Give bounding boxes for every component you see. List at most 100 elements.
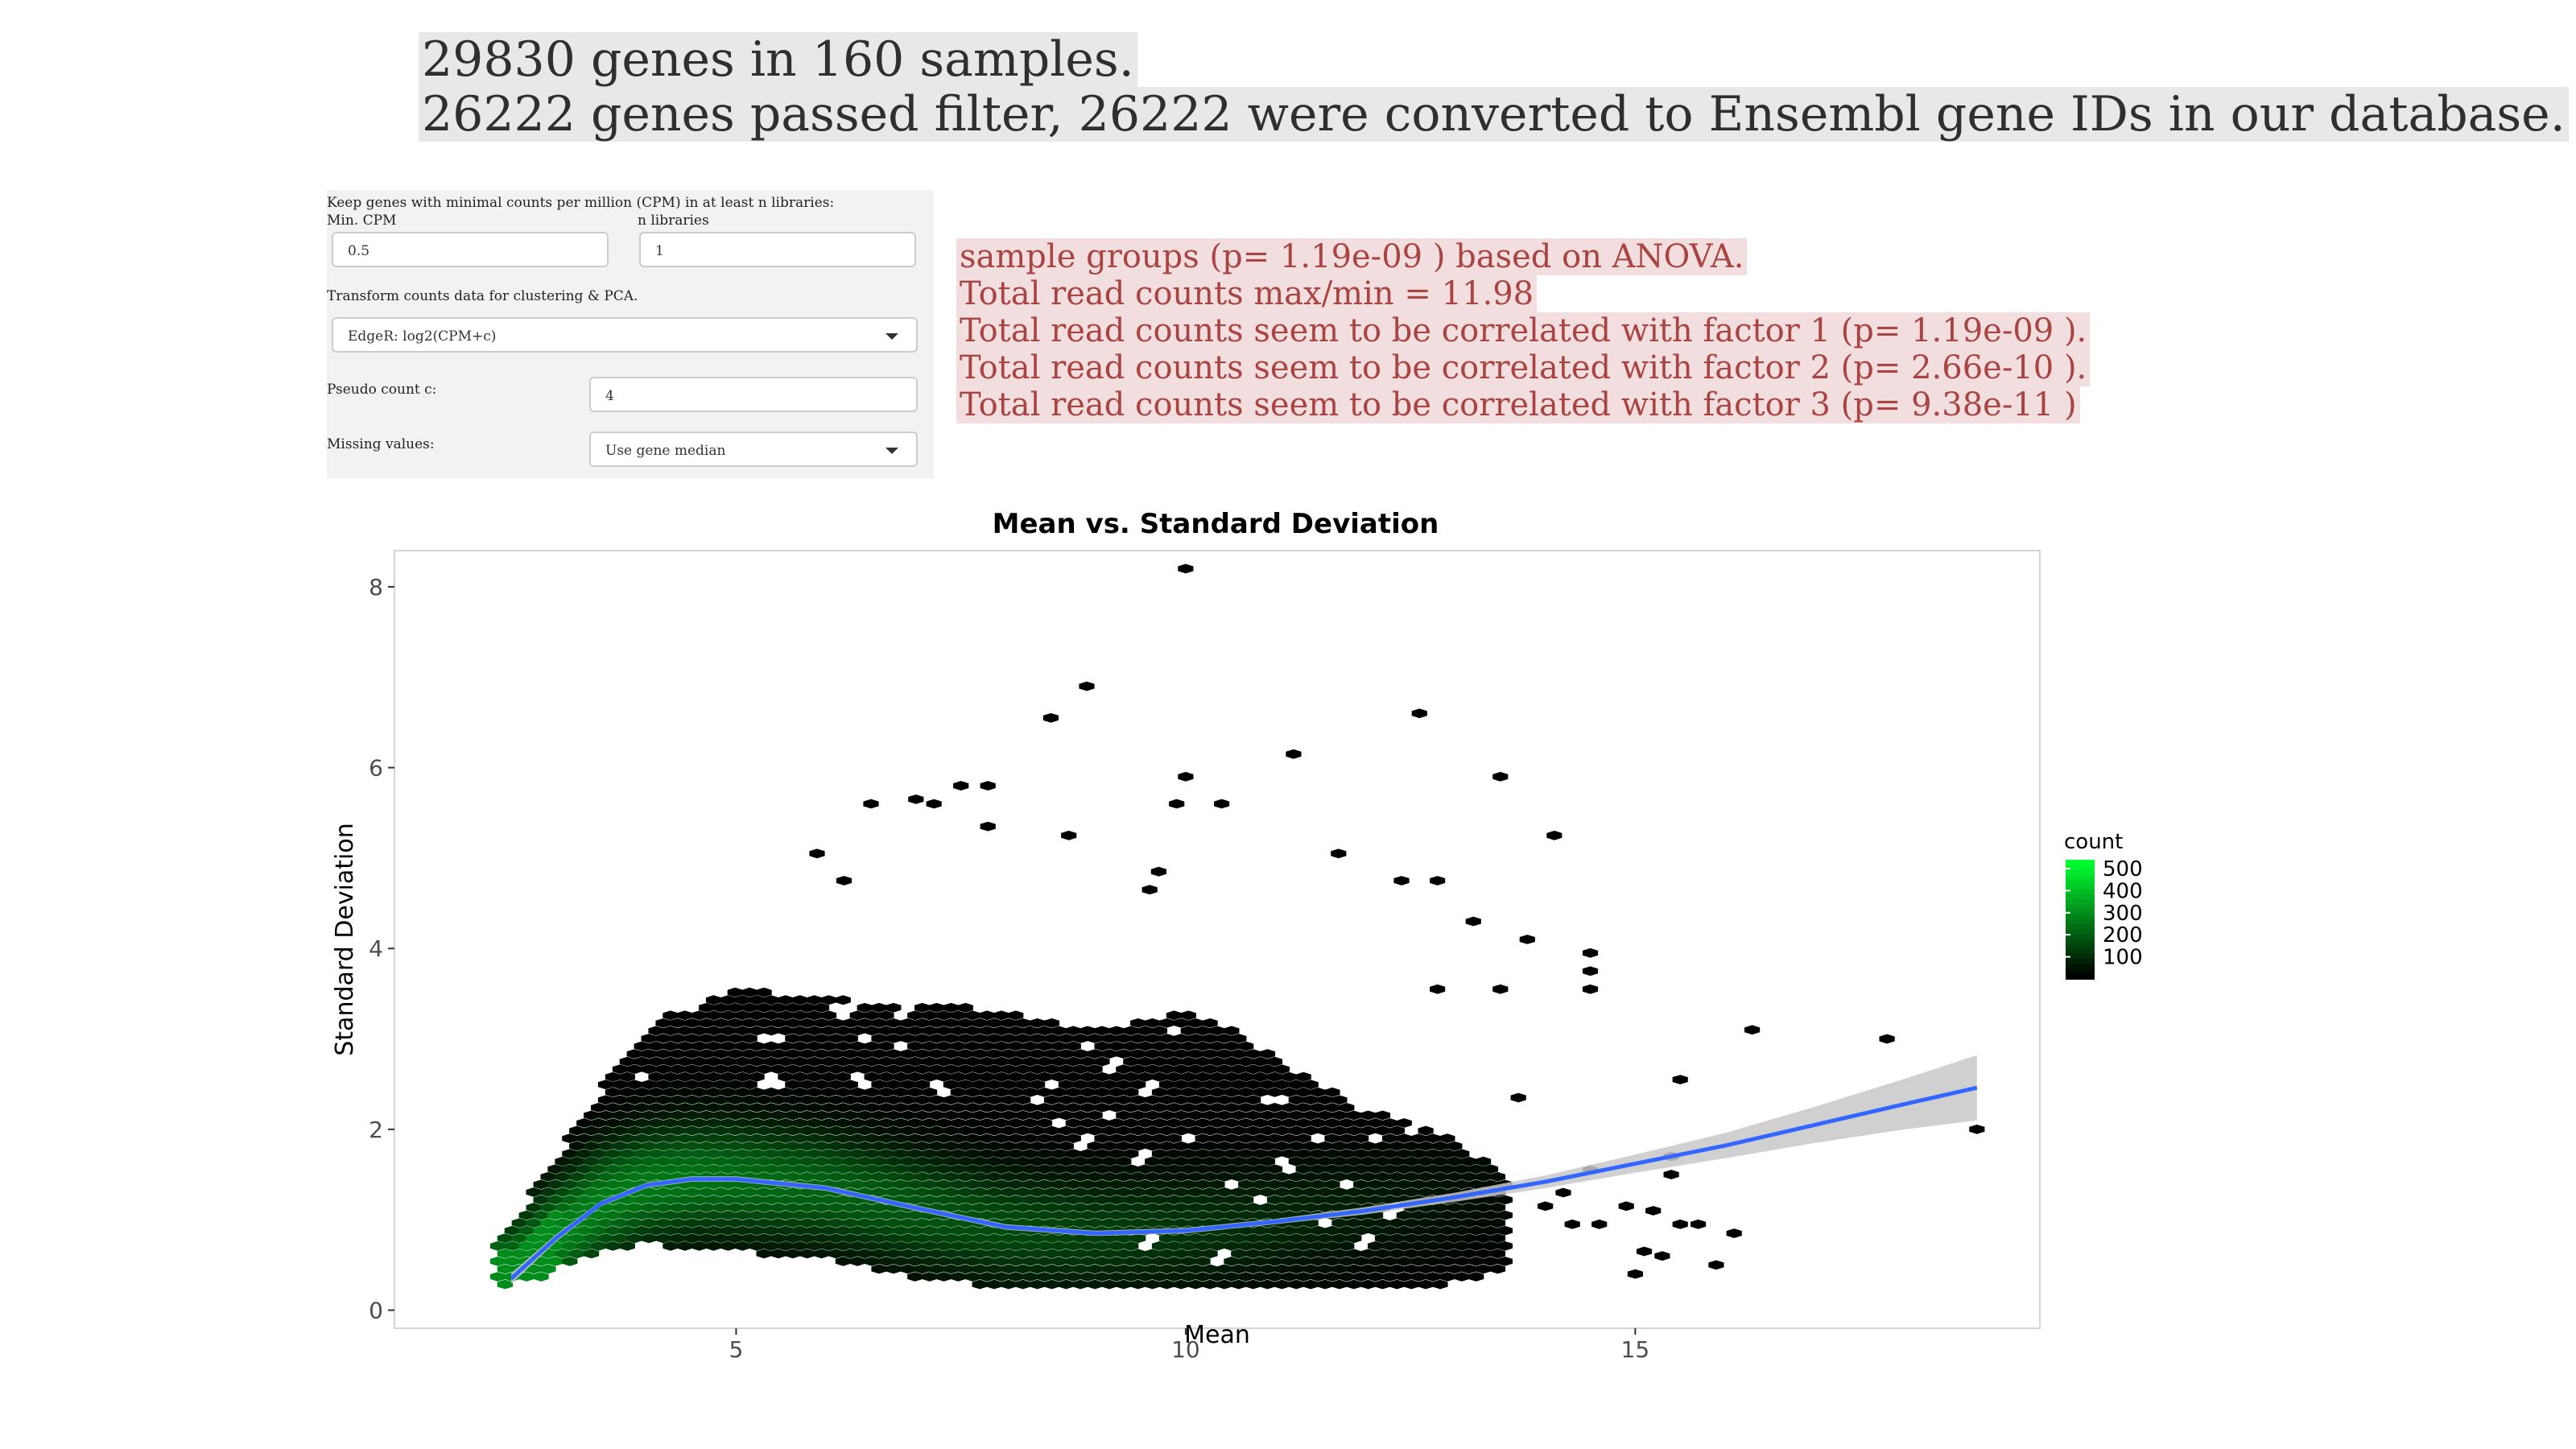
hexbin-cell	[663, 1056, 679, 1067]
hexbin-cell	[1260, 1264, 1276, 1274]
hexbin-cell	[792, 1149, 808, 1159]
hexbin-cell	[1101, 1203, 1117, 1212]
hexbin-cell	[935, 1257, 952, 1266]
hexbin-cell	[641, 1080, 657, 1090]
hexbin-cell	[1123, 1164, 1139, 1174]
hexbin-cell	[886, 1249, 902, 1259]
hexbin-cell	[634, 1118, 650, 1128]
hexbin-cell	[1389, 1264, 1405, 1274]
hexbin-cell	[1158, 1125, 1174, 1136]
hexbin-cell	[1087, 1141, 1103, 1151]
filter-description: Keep genes with minimal counts per milli…	[327, 195, 835, 211]
hexbin-cell	[1008, 1210, 1024, 1220]
hexbin-cell	[1224, 1257, 1240, 1266]
hexbin-cell	[1043, 1095, 1060, 1105]
hexbin-cell	[1418, 1187, 1434, 1197]
hexbin-cell	[1051, 1103, 1067, 1113]
n-libraries-input[interactable]: 1	[639, 232, 916, 267]
transform-select[interactable]: EdgeR: log2(CPM+c)	[332, 317, 918, 353]
hexbin-cell	[1410, 1149, 1426, 1159]
hexbin-cell	[814, 1049, 830, 1059]
hexbin-cell	[878, 1056, 894, 1067]
hexbin-cell	[1065, 1210, 1081, 1220]
hexbin-cell	[1432, 1141, 1448, 1151]
hexbin-cell	[727, 1049, 743, 1059]
hexbin-cell	[957, 1171, 973, 1182]
hexbin-cell	[1253, 1179, 1269, 1190]
hexbin-cell	[922, 1087, 938, 1097]
hexbin-cell	[950, 1010, 966, 1021]
hexbin-cell	[1209, 1041, 1225, 1051]
hexbin-cell	[1374, 1110, 1391, 1121]
hexbin-cell	[907, 1195, 923, 1205]
hexbin-cell	[1015, 1049, 1031, 1059]
hexbin-cell	[814, 1110, 830, 1121]
hexbin-cell	[1058, 1064, 1074, 1075]
hexbin-cell	[842, 1049, 858, 1059]
hexbin-cell	[756, 987, 772, 997]
hexbin-cell	[1158, 1080, 1174, 1090]
hexbin-cell	[1051, 1149, 1067, 1159]
hexbin-cell	[1202, 1034, 1218, 1043]
hexbin-cell	[864, 1133, 880, 1143]
hexbin-cell	[699, 1064, 715, 1075]
hexbin-cell	[792, 1225, 808, 1236]
hexbin-cell	[1072, 1264, 1088, 1274]
hexbin-cell	[1281, 1071, 1297, 1082]
hexbin-cell	[914, 1249, 931, 1259]
hexbin-cell	[935, 1118, 952, 1128]
hexbin-cell	[922, 1164, 938, 1174]
hexbin-cell	[842, 1018, 858, 1028]
pseudo-count-input[interactable]: 4	[589, 377, 918, 412]
hexbin-cell	[1145, 1249, 1161, 1259]
hexbin-cell	[1324, 1164, 1340, 1174]
hexbin-cell	[1187, 1064, 1203, 1075]
hexbin-cell	[1418, 1125, 1434, 1136]
hexbin-cell	[1368, 1225, 1384, 1236]
hexbin-cell	[1231, 1141, 1247, 1151]
hexbin-cell	[1123, 1257, 1139, 1266]
hexbin-cell	[1288, 1171, 1304, 1182]
hexbin-cell	[849, 1164, 865, 1174]
missing-values-select[interactable]: Use gene median	[589, 431, 918, 467]
hexbin-cell	[1123, 1179, 1139, 1190]
hexbin-cell	[770, 1187, 786, 1197]
hexbin-cell	[950, 1149, 966, 1159]
hexbin-cell	[763, 1164, 779, 1174]
hexbin-cell	[1058, 1125, 1074, 1136]
hexbin-cell	[957, 1002, 973, 1013]
hexbin-outlier	[926, 799, 942, 809]
hexbin-outlier	[1393, 876, 1410, 886]
min-cpm-input[interactable]: 0.5	[332, 232, 609, 267]
hexbin-cell	[1058, 1279, 1074, 1290]
hexbin-cell	[1310, 1149, 1326, 1159]
hexbin-cell	[964, 1026, 980, 1036]
hexbin-cell	[1295, 1225, 1311, 1236]
hexbin-cell	[1381, 1179, 1397, 1190]
hexbin-cell	[871, 1233, 887, 1244]
hexbin-cell	[972, 1141, 988, 1151]
hexbin-cell	[1072, 1125, 1088, 1136]
hexbin-cell	[648, 1118, 664, 1128]
hexbin-cell	[857, 1095, 873, 1105]
hexbin-cell	[1253, 1071, 1269, 1082]
hexbin-cell	[605, 1133, 621, 1143]
hexbin-cell	[655, 1095, 671, 1105]
hexbin-cell	[626, 1203, 642, 1212]
hexbin-cell	[727, 1002, 743, 1013]
hexbin-cell	[935, 1071, 952, 1082]
hexbin-cell	[886, 1064, 902, 1075]
hexbin-cell	[820, 995, 837, 1005]
hexbin-cell	[720, 1133, 736, 1143]
hexbin-cell	[1030, 1064, 1046, 1075]
hexbin-cell	[922, 1071, 938, 1082]
hexbin-cell	[785, 1002, 801, 1013]
hexbin-cell	[1022, 1133, 1038, 1143]
hexbin-cell	[1346, 1279, 1362, 1290]
hexbin-cell	[871, 1110, 887, 1121]
hexbin-cell	[526, 1187, 542, 1197]
hexbin-cell	[820, 1118, 837, 1128]
hexbin-cell	[979, 1272, 995, 1282]
hexbin-cell	[1116, 1264, 1132, 1274]
